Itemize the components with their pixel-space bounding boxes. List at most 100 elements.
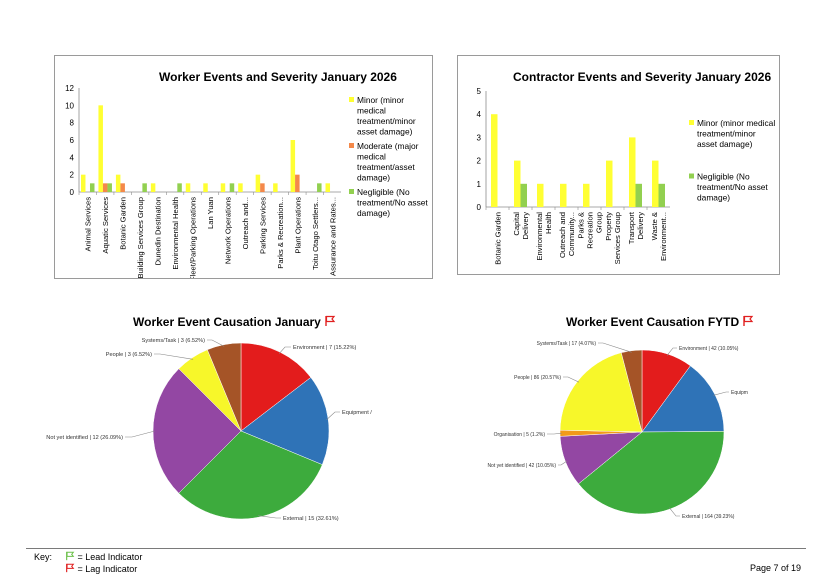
legend-label: treatment/No asset bbox=[697, 182, 768, 192]
worker-causation-january-title: Worker Event Causation January bbox=[133, 315, 336, 329]
x-tick-label-group: Lan Yuan bbox=[206, 197, 215, 229]
pie-slice bbox=[559, 352, 643, 433]
legend-label: medical bbox=[357, 152, 386, 162]
bar bbox=[560, 183, 567, 207]
legend-label: damage) bbox=[357, 208, 390, 218]
x-tick-label-group: Aquatic Services bbox=[101, 197, 110, 254]
pie-label: Environment | 42 (10.05%) bbox=[679, 346, 739, 352]
legend-swatch bbox=[689, 173, 694, 179]
lag-indicator-label: = Lag Indicator bbox=[77, 564, 138, 574]
bar bbox=[115, 174, 121, 192]
worker-causation-fytd-title: Worker Event Causation FYTD bbox=[566, 315, 754, 329]
bar bbox=[273, 183, 278, 192]
x-tick-label: Group bbox=[595, 212, 604, 233]
pie-leader-line bbox=[669, 507, 680, 517]
pie-leader-line bbox=[666, 347, 677, 356]
x-tick-label-group: Botanic Garden bbox=[494, 212, 503, 265]
legend-label: treatment/asset bbox=[357, 162, 415, 172]
pie-leader-line bbox=[563, 376, 580, 383]
x-tick-label: Environmental bbox=[535, 212, 544, 261]
x-tick-label: Outreach and bbox=[558, 212, 567, 258]
pie-slice bbox=[178, 430, 323, 520]
pie-leader-line bbox=[207, 339, 225, 347]
bar bbox=[658, 183, 665, 207]
x-tick-label: Environmental Health bbox=[171, 197, 180, 270]
legend-label: damage) bbox=[357, 173, 390, 183]
worker-causation-january-pie: Environment | 7 (15.22%) Equipment / Exter… bbox=[46, 338, 372, 522]
legend-swatch bbox=[349, 97, 354, 102]
pie-label: Organisation | 5 (1.2%) bbox=[494, 432, 546, 438]
legend-label: treatment/minor bbox=[357, 116, 416, 126]
y-tick-label: 8 bbox=[70, 119, 75, 128]
pie-slice bbox=[641, 365, 725, 433]
pie-slice bbox=[578, 431, 725, 515]
bar bbox=[290, 140, 296, 192]
x-tick-label: Assurance and Rates... bbox=[328, 197, 337, 276]
pie-label: Systems/Task | 3 (6.52%) bbox=[142, 338, 205, 344]
legend-swatch bbox=[689, 120, 694, 125]
bar bbox=[537, 183, 544, 207]
pie-label: Systems/Task | 17 (4.07%) bbox=[537, 341, 597, 347]
x-tick-label-group: Waste & Environment... bbox=[650, 212, 668, 261]
x-tick-label: Parking Services bbox=[258, 197, 267, 254]
x-tick-label: Transport bbox=[627, 211, 636, 244]
x-tick-label: Health bbox=[544, 212, 553, 234]
bar bbox=[520, 183, 527, 207]
worker-events-bar-chart: 0 2 4 6 8 10 12 Animal Services Aquatic Services… bbox=[65, 84, 428, 278]
pie-leader-line bbox=[154, 353, 194, 360]
x-tick-label-group: Property Services Group bbox=[604, 212, 622, 265]
x-tick-label-group: Botanic Garden bbox=[119, 197, 128, 250]
bar bbox=[229, 183, 235, 192]
key-lead-row: = Lead Indicator bbox=[62, 551, 142, 563]
x-tick-label: Property bbox=[604, 212, 613, 241]
pie-slice bbox=[620, 349, 643, 433]
x-tick-label: Botanic Garden bbox=[494, 212, 503, 265]
bar bbox=[260, 183, 265, 192]
x-tick-label: Capital bbox=[512, 212, 521, 236]
bar bbox=[606, 160, 613, 207]
y-tick-label: 4 bbox=[70, 153, 75, 162]
worker-events-chart-panel: Worker Events and Severity January 2026 … bbox=[54, 55, 433, 279]
bar bbox=[102, 183, 108, 192]
contractor-events-chart-panel: Contractor Events and Severity January 2… bbox=[457, 55, 780, 275]
x-tick-label: Waste & bbox=[650, 212, 659, 240]
legend-label: Minor (minor medical bbox=[697, 118, 775, 128]
x-tick-label: Plant Operations bbox=[293, 197, 302, 254]
pie-label: External | 15 (32.61%) bbox=[283, 516, 339, 522]
x-tick-label-group: Environmental Health bbox=[171, 197, 180, 270]
bar bbox=[220, 183, 226, 192]
x-tick-label: Aquatic Services bbox=[101, 197, 110, 254]
x-tick-label-group: Network Operations bbox=[223, 197, 232, 264]
x-tick-label-group: Toitu Otago Settlers... bbox=[311, 197, 320, 270]
pie-leader-line bbox=[326, 411, 340, 420]
bar bbox=[325, 183, 331, 192]
lead-indicator-label: = Lead Indicator bbox=[77, 552, 143, 562]
pie-leader-line bbox=[713, 391, 729, 396]
lag-indicator-flag-icon bbox=[66, 563, 75, 573]
pie-label: External | 164 (39.23%) bbox=[682, 514, 735, 520]
worker-causation-fytd-pie: Environment | 42 (10.05%) Equipm External … bbox=[487, 341, 748, 520]
x-tick-label: Toitu Otago Settlers... bbox=[311, 197, 320, 270]
legend-label: Negligible (No bbox=[357, 187, 410, 197]
bar bbox=[635, 183, 642, 207]
bar bbox=[514, 160, 521, 207]
bar bbox=[629, 137, 636, 207]
x-tick-label-group: Animal Services bbox=[84, 197, 93, 252]
legend-swatch bbox=[349, 143, 354, 148]
bar bbox=[107, 183, 112, 192]
page-number: Page 7 of 19 bbox=[749, 563, 801, 573]
x-tick-label-group: Outreach and... bbox=[241, 197, 250, 249]
x-tick-label-group: Capital Delivery bbox=[512, 212, 530, 240]
bar bbox=[203, 183, 208, 192]
legend-label: treatment/No asset bbox=[357, 198, 428, 208]
y-tick-label: 1 bbox=[477, 180, 482, 189]
bar bbox=[295, 174, 300, 192]
bar bbox=[120, 183, 125, 192]
x-tick-label: Outreach and... bbox=[241, 197, 250, 249]
legend-label: Minor (minor bbox=[357, 95, 404, 105]
bar bbox=[98, 105, 103, 192]
x-tick-label: Network Operations bbox=[223, 197, 232, 264]
pie-leader-line bbox=[598, 342, 632, 353]
x-tick-label-group: Assurance and Rates... bbox=[328, 197, 337, 276]
y-tick-label: 4 bbox=[477, 110, 482, 119]
